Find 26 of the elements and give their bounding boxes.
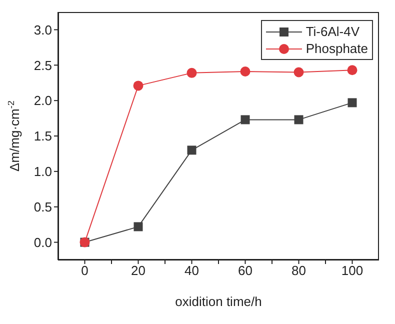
x-tick-label: 20 [131, 263, 146, 278]
x-tick-label: 0 [81, 263, 88, 278]
point [294, 115, 304, 124]
x-axis-title: oxidition time/h [175, 294, 262, 309]
legend-label: Phosphate [306, 41, 368, 56]
point [348, 98, 357, 108]
x-tick-label: 100 [341, 263, 364, 278]
x-tick-label: 40 [184, 263, 199, 278]
point [294, 67, 304, 78]
point [187, 146, 196, 155]
point [134, 222, 143, 232]
point [186, 68, 197, 78]
point [240, 115, 250, 124]
y-tick-label: 0.0 [34, 234, 52, 250]
point [133, 80, 144, 91]
y-tick-label: 0.5 [34, 199, 52, 214]
legend-label: Ti-6Al-4V [306, 24, 360, 39]
y-tick-label: 2.0 [34, 93, 52, 108]
y-tick-label: 1.0 [34, 164, 52, 180]
y-tick-label: 2.5 [34, 58, 52, 73]
x-tick-label: 80 [292, 263, 306, 278]
point [240, 66, 250, 77]
y-tick-label: 3.0 [34, 22, 52, 38]
x-tick-label: 60 [238, 263, 252, 278]
point [347, 65, 358, 76]
y-tick-label: 1.5 [34, 128, 52, 144]
